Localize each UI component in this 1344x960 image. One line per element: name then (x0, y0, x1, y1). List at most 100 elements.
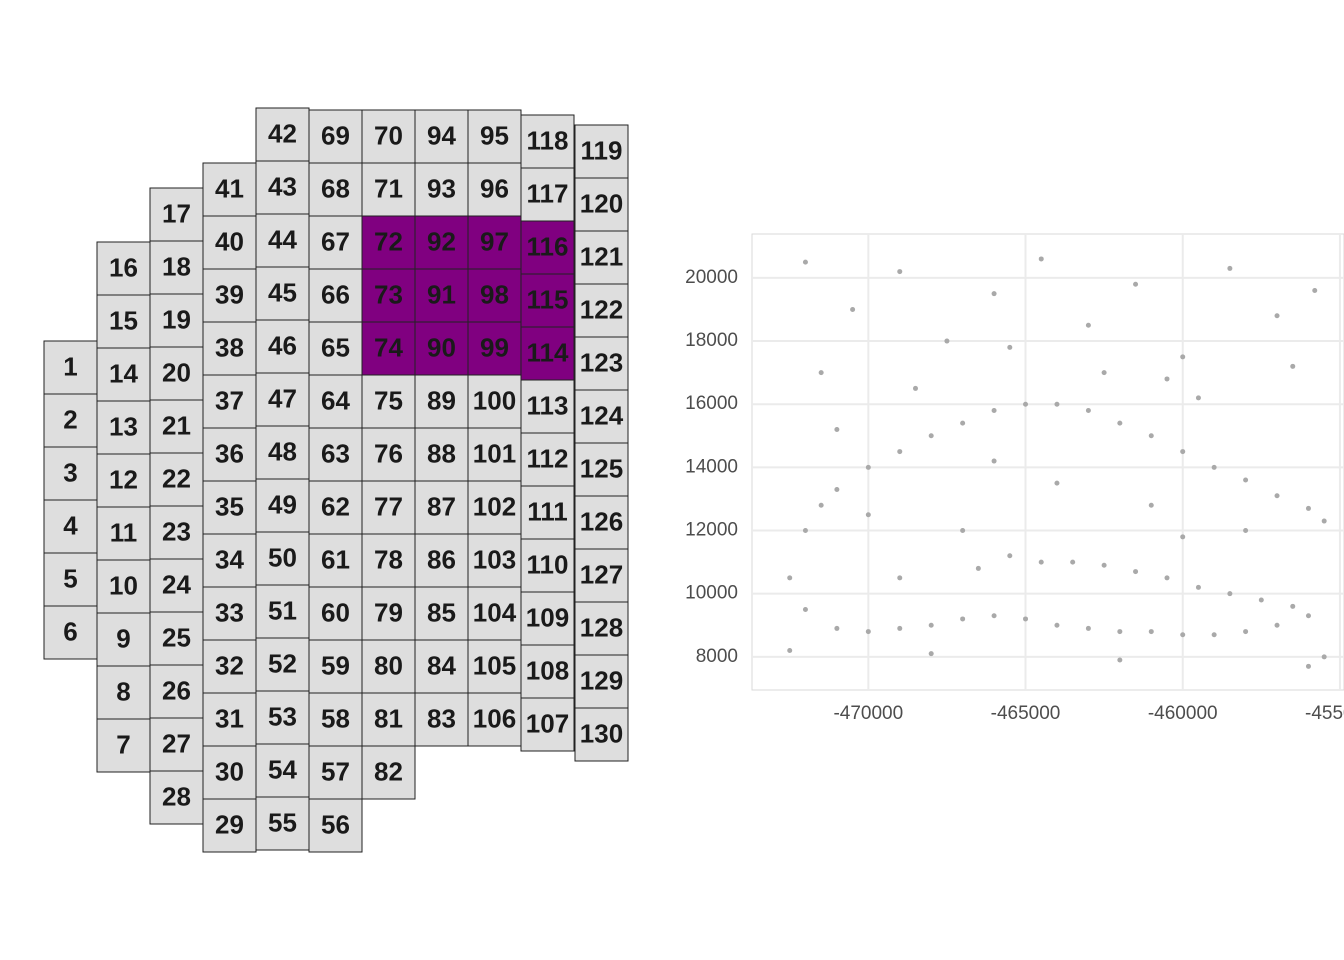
point (1101, 370, 1107, 376)
tile-label: 113 (527, 390, 569, 420)
point (787, 575, 793, 581)
tile (255, 425, 310, 480)
tile-label: 55 (268, 807, 297, 837)
tile (202, 268, 257, 323)
y-tick-label: 12000 (685, 520, 738, 541)
tile-label: 76 (374, 438, 403, 468)
point (1101, 562, 1107, 568)
point (1023, 401, 1029, 407)
tile-label: 66 (321, 279, 350, 309)
point (818, 502, 824, 508)
tile-label: 129 (580, 665, 623, 695)
point (1148, 629, 1154, 635)
tile-label: 60 (321, 597, 350, 627)
tile-label: 25 (162, 622, 191, 652)
point (975, 565, 981, 571)
tile (255, 372, 310, 427)
x-tick-label: -470000 (833, 703, 903, 724)
tile-label: 43 (268, 171, 297, 201)
tile (149, 611, 204, 666)
point (1274, 493, 1280, 499)
tile (96, 718, 151, 773)
point (897, 575, 903, 581)
tile (202, 162, 257, 217)
tile-label: 63 (321, 438, 350, 468)
tile (520, 114, 575, 169)
tile-label: 6 (63, 616, 77, 646)
tile-label: 67 (321, 226, 350, 256)
tile-label: 74 (374, 332, 403, 362)
tile (520, 167, 575, 222)
point (865, 629, 871, 635)
tile (361, 692, 416, 747)
tile-label: 2 (63, 404, 77, 434)
tile-label: 40 (215, 226, 244, 256)
tile (361, 586, 416, 641)
tile-label: 88 (427, 438, 456, 468)
tile-label: 117 (527, 178, 569, 208)
plot-panel (751, 233, 1344, 691)
tile (149, 505, 204, 560)
point (1117, 629, 1123, 635)
tile (255, 584, 310, 639)
tile-label: 107 (526, 708, 569, 738)
point (1148, 502, 1154, 508)
point (1133, 281, 1139, 287)
tile (574, 177, 629, 232)
tile-label: 87 (427, 491, 456, 521)
y-tick-label: 8000 (696, 646, 738, 667)
points (787, 256, 1327, 669)
tile (574, 654, 629, 709)
point (960, 616, 966, 622)
tile-label: 100 (473, 385, 516, 415)
tile-label: 71 (374, 173, 403, 203)
tile-label: 121 (580, 241, 623, 271)
tile (43, 340, 98, 395)
tile-label: 90 (427, 332, 456, 362)
tile (255, 796, 310, 851)
tile-label: 89 (427, 385, 456, 415)
tile-label: 21 (162, 410, 191, 440)
point (897, 625, 903, 631)
tile-label: 73 (374, 279, 403, 309)
tile (149, 346, 204, 401)
tile-label: 11 (110, 517, 138, 547)
tile (361, 533, 416, 588)
tile-label: 5 (63, 563, 77, 593)
tile-label: 62 (321, 491, 350, 521)
tile (202, 586, 257, 641)
tile-label: 83 (427, 703, 456, 733)
tile-label: 119 (581, 135, 623, 165)
tile-label: 39 (215, 279, 244, 309)
point (802, 259, 808, 265)
tile-label: 30 (215, 756, 244, 786)
point (1117, 420, 1123, 426)
tile (149, 240, 204, 295)
x-tick-label: -465000 (991, 703, 1061, 724)
tile-label: 78 (374, 544, 403, 574)
tile (467, 480, 522, 535)
tile-label: 84 (427, 650, 456, 680)
tile-label: 103 (473, 544, 516, 574)
tile-label: 105 (473, 650, 516, 680)
tile (520, 697, 575, 752)
tile-label: 104 (473, 597, 517, 627)
point (1180, 449, 1186, 455)
y-tick-label: 14000 (685, 456, 738, 477)
tile-label: 33 (215, 597, 244, 627)
tile (255, 690, 310, 745)
point (1211, 632, 1217, 638)
tile-label: 28 (162, 781, 191, 811)
tile-label: 10 (109, 570, 138, 600)
point (834, 625, 840, 631)
tile (467, 268, 522, 323)
tile-label: 45 (268, 277, 297, 307)
point (928, 651, 934, 657)
point (1180, 534, 1186, 540)
tile (467, 639, 522, 694)
point (991, 408, 997, 414)
tile (520, 591, 575, 646)
tile-grid: 1234561615141312111098717181920212223242… (43, 107, 629, 853)
tile-label: 75 (374, 385, 403, 415)
